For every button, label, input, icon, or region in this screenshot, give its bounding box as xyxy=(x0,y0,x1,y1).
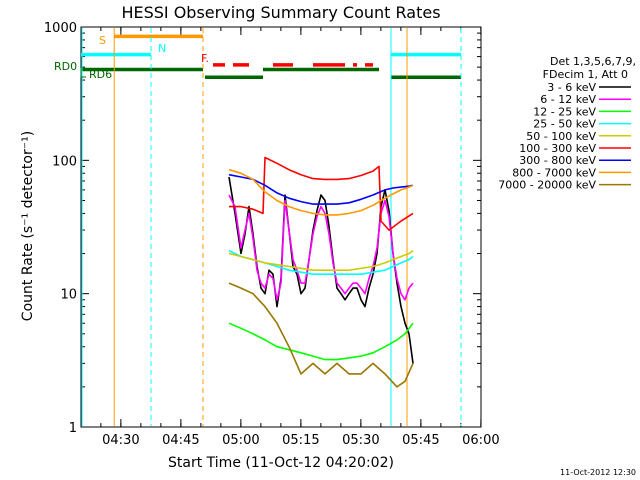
x-tick-label: 04:30 xyxy=(102,433,139,448)
legend-entry-label: 25 - 50 keV xyxy=(533,118,596,131)
legend-entry-label: 50 - 100 keV xyxy=(526,130,596,143)
rd6-bracket xyxy=(80,68,86,78)
y-tick-label: 10 xyxy=(60,288,77,303)
y-tick-label: 100 xyxy=(52,154,77,169)
x-tick-label: 05:45 xyxy=(402,433,439,448)
legend-header-2: FDecim 1, Att 0 xyxy=(543,68,628,81)
series-line xyxy=(228,282,414,388)
timestamp-label: 11-Oct-2012 12:30 xyxy=(560,468,636,477)
series-line xyxy=(228,168,414,216)
legend-entry-label: 3 - 6 keV xyxy=(547,81,596,94)
axis-ticks: 04:30 04:45 05:00 05:15 05:30 05:45 06:00 1 10 10… xyxy=(44,21,500,448)
legend-entry-label: 100 - 300 keV xyxy=(519,142,596,155)
x-tick-label: 05:30 xyxy=(342,433,379,448)
series-line xyxy=(228,322,414,361)
y-tick-label: 1000 xyxy=(44,21,77,36)
x-tick-label: 05:00 xyxy=(222,433,259,448)
legend-header-1: Det 1,3,5,6,7,9, xyxy=(550,55,636,68)
flag-label-rd6: RD6 xyxy=(89,68,112,81)
legend-entry-label: 800 - 7000 keV xyxy=(512,166,596,179)
series-line xyxy=(228,173,414,205)
series-line xyxy=(228,194,414,301)
x-tick-label: 06:00 xyxy=(462,433,499,448)
legend-entry-label: 7000 - 20000 keV xyxy=(498,179,596,192)
series-lines xyxy=(228,156,414,388)
flag-label-saa: S xyxy=(99,34,106,47)
flag-label-rd0: RD0 xyxy=(54,60,77,73)
y-axis-label: Count Rate (s⁻¹ detector⁻¹) xyxy=(20,131,36,321)
legend-entry-label: 12 - 25 keV xyxy=(533,105,596,118)
flag-label-flare: F. xyxy=(201,52,209,65)
x-tick-label: 04:45 xyxy=(162,433,199,448)
flag-label-night: N xyxy=(158,42,166,55)
legend-entry-label: 300 - 800 keV xyxy=(519,154,596,167)
chart-title: HESSI Observing Summary Count Rates xyxy=(121,3,440,22)
series-line xyxy=(228,176,414,364)
x-tick-label: 05:15 xyxy=(282,433,319,448)
flag-bars xyxy=(81,34,461,79)
series-line xyxy=(229,156,414,231)
series-line xyxy=(228,250,414,272)
x-axis-label: Start Time (11-Oct-12 04:20:02) xyxy=(168,455,394,471)
legend: Det 1,3,5,6,7,9, FDecim 1, Att 0 3 - 6 k… xyxy=(498,55,636,192)
y-tick-label: 1 xyxy=(69,421,77,436)
legend-entry-label: 6 - 12 keV xyxy=(540,93,596,106)
